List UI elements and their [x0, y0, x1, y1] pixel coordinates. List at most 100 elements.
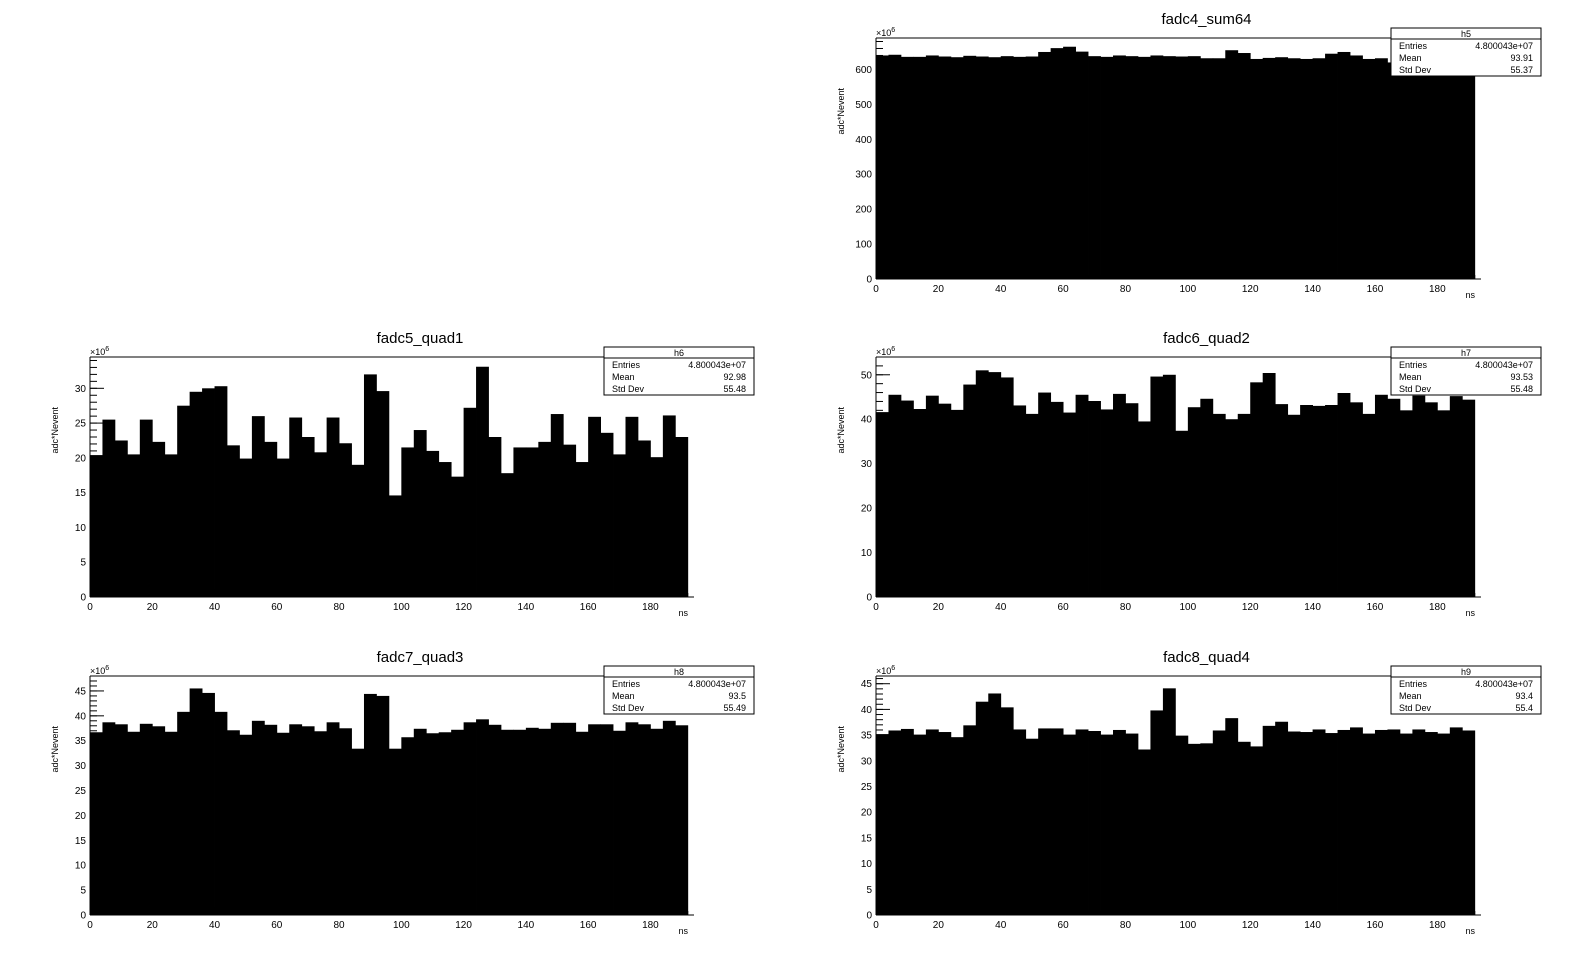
histogram-bar [538, 441, 552, 597]
histogram-bar [938, 56, 952, 279]
x-tick-label: 40 [995, 920, 1007, 931]
histogram-bar [189, 688, 203, 915]
histogram-bar [550, 414, 564, 597]
y-tick-label: 5 [80, 558, 86, 569]
y-tick-label: 15 [75, 488, 87, 499]
histogram-bar [301, 726, 315, 915]
stats-box: h6 Entries 4.800043e+07 Mean 92.98 Std Dev 55.… [603, 346, 755, 396]
histogram-bar [1125, 403, 1139, 597]
x-axis-title: ns [1465, 608, 1475, 618]
histogram-bar [1150, 55, 1164, 279]
exponent-power: 6 [105, 665, 109, 672]
x-tick-label: 60 [271, 920, 283, 931]
y-tick-label: 10 [75, 523, 87, 534]
histogram-bar [588, 724, 601, 915]
x-tick-label: 60 [1058, 602, 1070, 613]
x-tick-label: 60 [1058, 920, 1070, 931]
histogram-bar [675, 725, 689, 915]
y-tick-label: 30 [861, 459, 873, 470]
x-tick-label: 20 [147, 920, 159, 931]
x-tick-label: 160 [580, 920, 597, 931]
stats-name: h5 [1461, 29, 1471, 39]
histogram-bar [214, 711, 228, 915]
histogram-bar [351, 464, 365, 597]
x-tick-label: 80 [1120, 284, 1132, 295]
x-tick-label: 160 [1367, 602, 1384, 613]
histogram-bar [1025, 56, 1039, 279]
stats-box: h9 Entries 4.800043e+07 Mean 93.4 Std Dev 55.4 [1390, 665, 1542, 715]
histogram-bar [637, 440, 651, 597]
histogram-bar [1325, 405, 1338, 597]
histogram-bar [1225, 50, 1239, 279]
y-axis-title: adc*Nevent [50, 726, 60, 773]
exponent-base: ×10 [90, 347, 105, 357]
x-tick-label: 180 [1429, 284, 1446, 295]
histogram-bar [1175, 56, 1189, 279]
histogram-bar [1237, 741, 1251, 915]
histogram-bar [675, 437, 689, 597]
histogram-bar [1350, 402, 1363, 597]
histogram-bar [637, 724, 651, 915]
histogram-bar [264, 724, 278, 915]
histogram-bar [950, 409, 964, 597]
histogram-bar [114, 440, 128, 597]
histogram-bar [463, 722, 477, 915]
stats-entries-label: Entries [612, 679, 641, 689]
histogram-bar [226, 730, 240, 915]
histogram-bar [1387, 729, 1401, 915]
histogram-bar [1113, 393, 1126, 597]
histogram-bar [1075, 394, 1089, 597]
histogram-bar [662, 720, 676, 915]
stats-box-frame [1390, 27, 1542, 77]
histogram-bar [925, 395, 939, 597]
y-tick-label: 15 [861, 833, 873, 844]
histogram-bar [1038, 392, 1052, 597]
histogram-bar [1300, 405, 1313, 597]
x-tick-label: 140 [518, 602, 535, 613]
histogram-bar [1162, 56, 1176, 279]
histogram-bar [988, 372, 1002, 597]
histogram-bar [251, 720, 265, 915]
x-tick-label: 0 [873, 920, 879, 931]
histogram-bar [1362, 733, 1376, 915]
histogram-bar [1325, 53, 1338, 279]
histogram-bar [1113, 729, 1126, 915]
histogram-title: fadc4_sum64 [1161, 11, 1251, 28]
histogram-bar [1137, 749, 1151, 915]
histogram-bar [413, 728, 427, 915]
histogram-bar [1212, 413, 1226, 597]
histogram-bar [376, 695, 390, 915]
x-tick-label: 80 [334, 920, 346, 931]
histogram-bar [1325, 733, 1338, 915]
histogram-bar [1374, 394, 1388, 597]
histogram-bar [139, 419, 153, 597]
exponent-power: 6 [891, 665, 895, 672]
x-tick-label: 40 [209, 920, 221, 931]
histogram-bar [988, 57, 1002, 279]
y-axis-title: adc*Nevent [836, 407, 846, 454]
exponent-power: 6 [105, 346, 109, 353]
histogram-pad: fadc4_sum64 0 20 40 60 80 100 120 140 160 180 0 100 2… [836, 11, 1542, 300]
x-tick-label: 40 [995, 284, 1007, 295]
x-tick-label: 20 [933, 920, 945, 931]
histogram-bar [1437, 733, 1451, 915]
histogram-bar [1000, 707, 1014, 915]
stats-std-value: 55.37 [1510, 65, 1533, 75]
histogram-bar [975, 701, 989, 915]
stats-std-label: Std Dev [1399, 703, 1432, 713]
histogram-bar [1449, 62, 1463, 279]
histogram-bar [1387, 398, 1401, 597]
histogram-bar [975, 56, 989, 279]
y-tick-label: 30 [75, 761, 87, 772]
y-exponent-label: ×106 [876, 346, 895, 357]
x-tick-label: 80 [1120, 602, 1132, 613]
histogram-bar [888, 394, 902, 597]
histogram-bar [114, 724, 128, 915]
histogram-bar [1113, 55, 1126, 279]
histogram-bar [202, 388, 215, 597]
histogram-bar [1013, 405, 1027, 597]
histogram-bar [950, 737, 964, 915]
histogram-bar [913, 56, 927, 279]
histogram-bar [1312, 405, 1326, 597]
y-exponent-label: ×106 [90, 665, 109, 676]
